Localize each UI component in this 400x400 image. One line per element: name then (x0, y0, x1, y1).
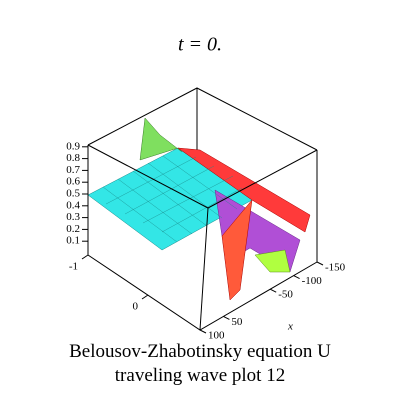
y-tick (81, 254, 89, 260)
surface-grid (102, 155, 243, 243)
box-edge (199, 207, 209, 331)
z-tick-label: 0.6 (66, 176, 80, 188)
x-tick (269, 288, 277, 293)
x-tick-label: 50 (231, 316, 243, 328)
x-tick-label: -100 (302, 275, 323, 287)
z-tick-label: 0.1 (66, 235, 80, 247)
surface-wall (221, 199, 253, 301)
z-tick-label: 0.9 (66, 140, 80, 152)
z-tick-label: 0.8 (66, 152, 80, 164)
z-tick-label: 0.3 (66, 211, 80, 223)
chart-title: t = 0. (178, 34, 222, 56)
z-tick-label: 0.4 (66, 199, 80, 211)
x-axis-label: x (287, 321, 293, 333)
z-tick-label: 0.2 (66, 223, 80, 235)
surface-peak (139, 117, 183, 161)
y-tick-label: -1 (69, 261, 78, 273)
x-tick (316, 261, 324, 266)
caption: Belousov-Zhabotinsky equation U travelin… (69, 341, 331, 386)
z-tick-label: 0.5 (66, 188, 80, 200)
z-tick-label: 0.7 (66, 164, 80, 176)
x-tick-label: -50 (278, 289, 293, 301)
x-tick (199, 329, 207, 334)
x-tick-label: -150 (325, 262, 346, 274)
x-tick (223, 315, 230, 320)
x-tick-label: 100 (208, 330, 225, 342)
box-edge (87, 87, 318, 151)
caption-wrap: Belousov-Zhabotinsky equation U travelin… (0, 340, 400, 388)
y-tick-label: 0 (133, 301, 139, 313)
x-tick (293, 275, 300, 280)
y-tick (141, 294, 149, 300)
surface-patch (254, 249, 291, 273)
